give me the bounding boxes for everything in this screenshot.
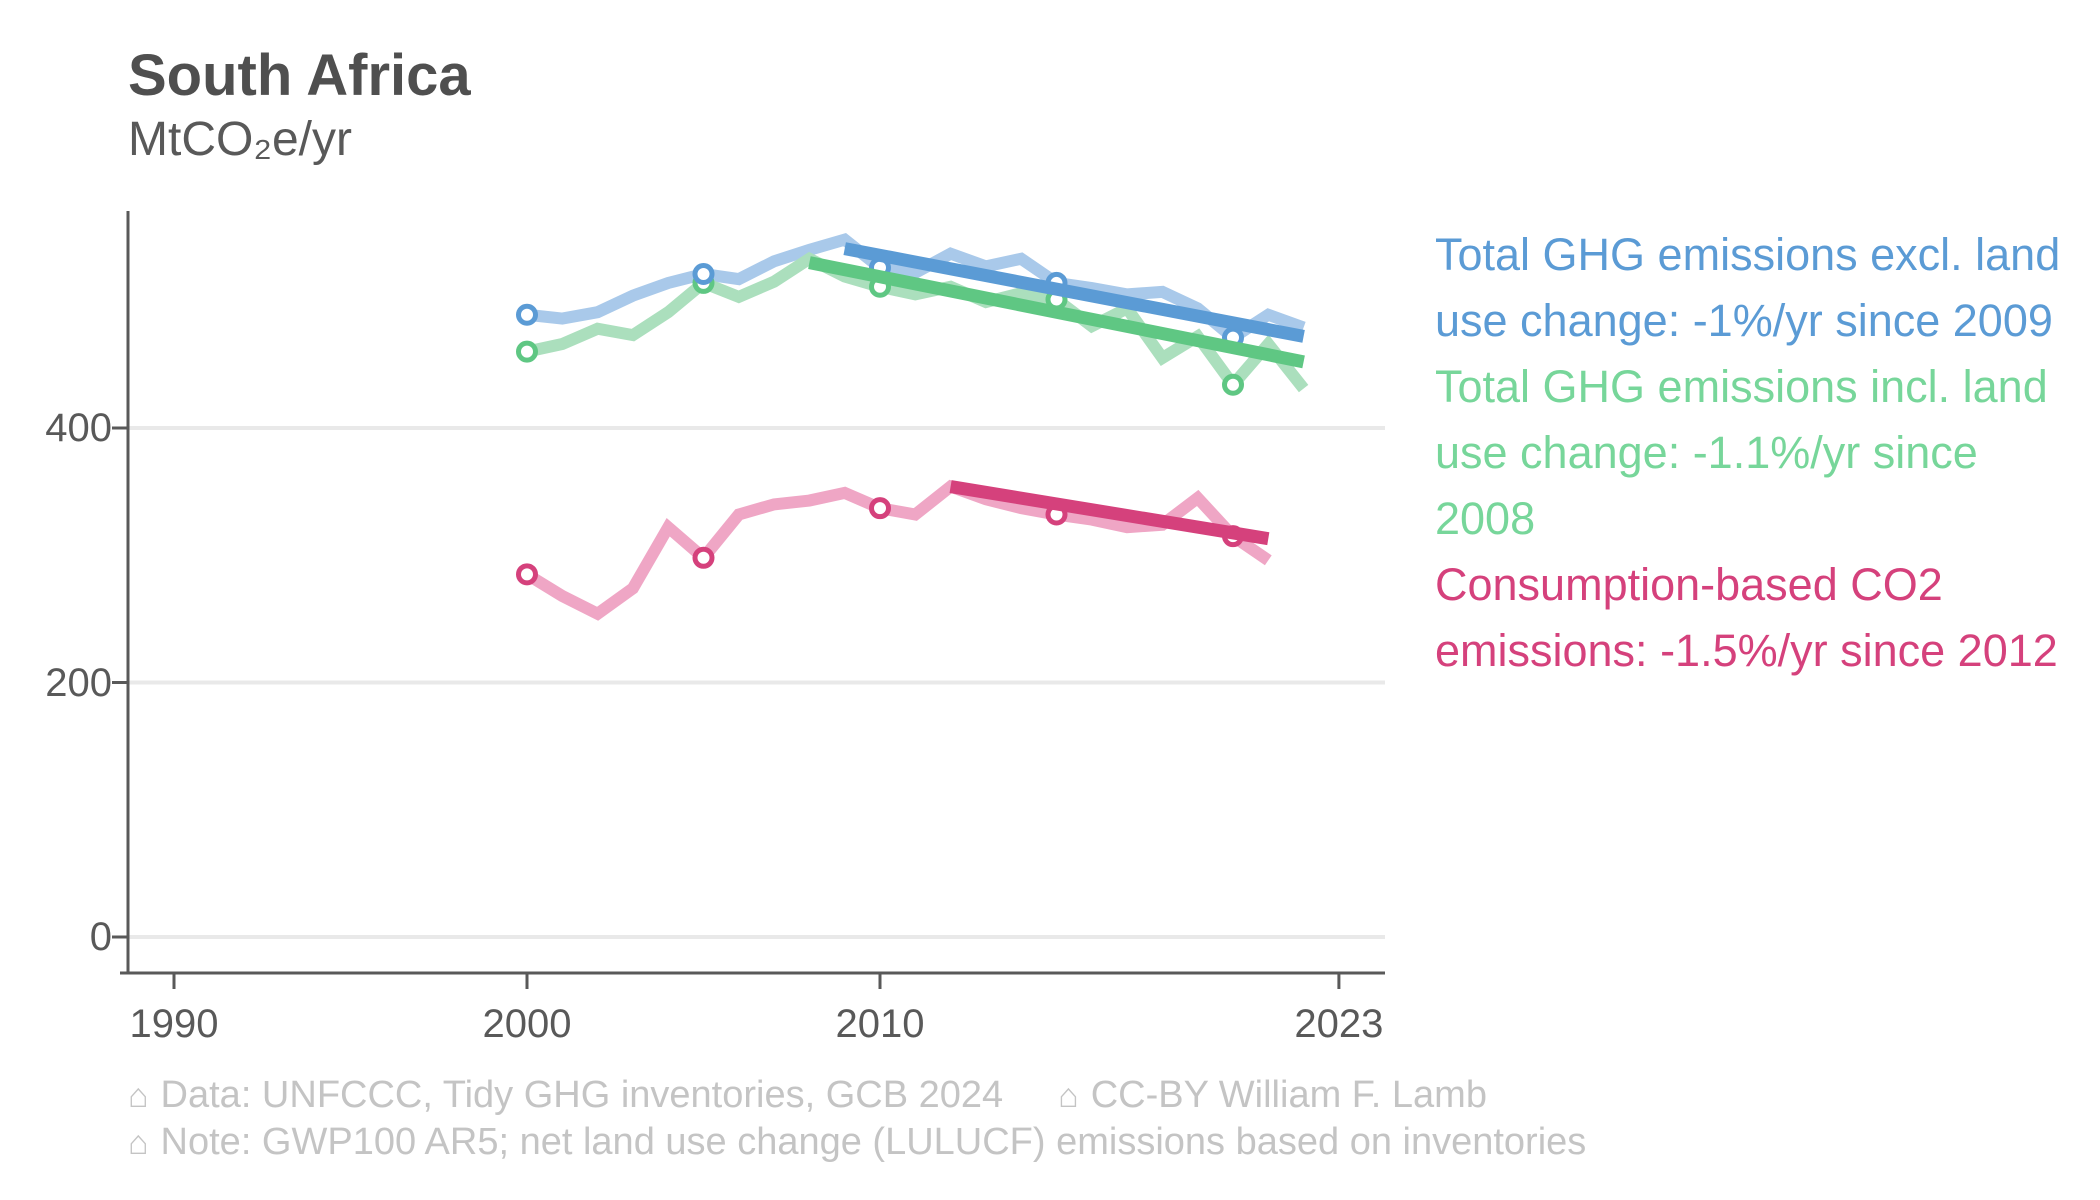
footer: ⌂ Data: UNFCCC, Tidy GHG inventories, GCB… bbox=[128, 1072, 1586, 1166]
y-axis-tick-label: 200 bbox=[45, 660, 112, 705]
consumption-co2-marker-2005 bbox=[692, 546, 715, 569]
x-axis-tick-label: 2010 bbox=[835, 1002, 925, 1046]
footer-license: CC-BY William F. Lamb bbox=[1090, 1074, 1487, 1116]
legend-item-ghg-excl-luc: Total GHG emissions excl. land use chang… bbox=[1435, 229, 2061, 346]
ghg-incl-luc-line bbox=[525, 251, 1309, 395]
x-axis-tick-label: 1990 bbox=[129, 1002, 219, 1046]
consumption-co2-trend-line bbox=[949, 480, 1270, 546]
x-axis-tick-label: 2000 bbox=[482, 1002, 572, 1046]
ghg-incl-luc-marker-2020 bbox=[1222, 373, 1244, 396]
ghg-excl-luc-marker-2000 bbox=[516, 303, 538, 326]
consumption-co2-line bbox=[523, 479, 1272, 621]
consumption-co2-marker-2010 bbox=[869, 497, 891, 520]
x-axis-tick-label: 2023 bbox=[1294, 1002, 1384, 1046]
page-title: South Africa bbox=[128, 43, 471, 108]
footer-data-credit: Data: UNFCCC, Tidy GHG inventories, GCB … bbox=[160, 1074, 1004, 1116]
footer-line-2: ⌂ Note: GWP100 AR5; net land use change (… bbox=[128, 1119, 1586, 1166]
legend: Total GHG emissions excl. land use chang… bbox=[1435, 222, 2075, 684]
home-icon: ⌂ bbox=[1058, 1077, 1079, 1115]
legend-item-consumption-co2: Consumption-based CO2 emissions: -1.5%/y… bbox=[1435, 559, 2058, 676]
footer-line-1: ⌂ Data: UNFCCC, Tidy GHG inventories, GCB… bbox=[128, 1072, 1586, 1119]
legend-item-ghg-incl-luc: Total GHG emissions incl. land use chang… bbox=[1435, 361, 2048, 544]
ghg-excl-luc-marker-2005 bbox=[692, 263, 715, 286]
ghg-excl-luc-line bbox=[526, 233, 1306, 346]
unit-label: MtCO₂e/yr bbox=[128, 113, 352, 166]
home-icon: ⌂ bbox=[128, 1124, 149, 1162]
y-axis-tick-label: 0 bbox=[89, 915, 112, 959]
ghg-incl-luc-trend-line bbox=[808, 256, 1305, 369]
ghg-incl-luc-marker-2000 bbox=[516, 340, 538, 363]
home-icon: ⌂ bbox=[128, 1077, 149, 1115]
ghg-excl-luc-trend-line bbox=[843, 242, 1305, 343]
consumption-co2-marker-2000 bbox=[516, 563, 538, 586]
footer-note: Note: GWP100 AR5; net land use change (L… bbox=[160, 1121, 1587, 1163]
y-axis-tick-label: 400 bbox=[45, 406, 112, 450]
